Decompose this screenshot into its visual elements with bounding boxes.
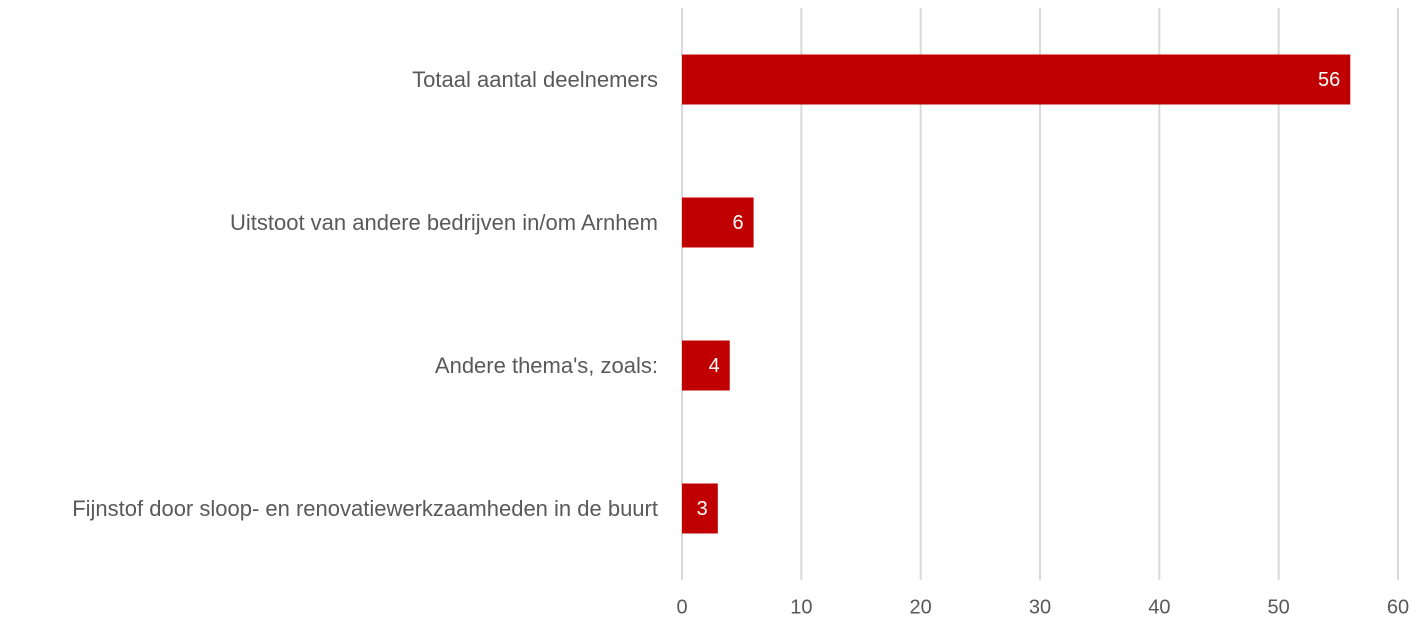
data-label: 3	[697, 498, 708, 520]
data-label: 4	[709, 355, 720, 377]
x-tick-label: 30	[1029, 596, 1051, 618]
x-tick-label: 40	[1148, 596, 1170, 618]
bar	[682, 54, 1351, 105]
x-tick-label: 50	[1268, 596, 1290, 618]
category-label: Totaal aantal deelnemers	[412, 66, 658, 92]
bar	[682, 483, 718, 534]
data-label: 6	[732, 212, 743, 234]
category-label: Uitstoot van andere bedrijven in/om Arnh…	[229, 209, 658, 235]
category-label: Fijnstof door sloop- en renovatiewerkzaa…	[72, 495, 658, 521]
data-label: 56	[1318, 69, 1340, 91]
x-tick-label: 60	[1387, 596, 1409, 618]
x-tick-label: 20	[910, 596, 932, 618]
x-tick-label: 0	[676, 596, 687, 618]
bar	[682, 340, 730, 391]
x-tick-label: 10	[790, 596, 812, 618]
bar	[682, 197, 754, 248]
category-label: Andere thema's, zoals:	[434, 352, 658, 378]
